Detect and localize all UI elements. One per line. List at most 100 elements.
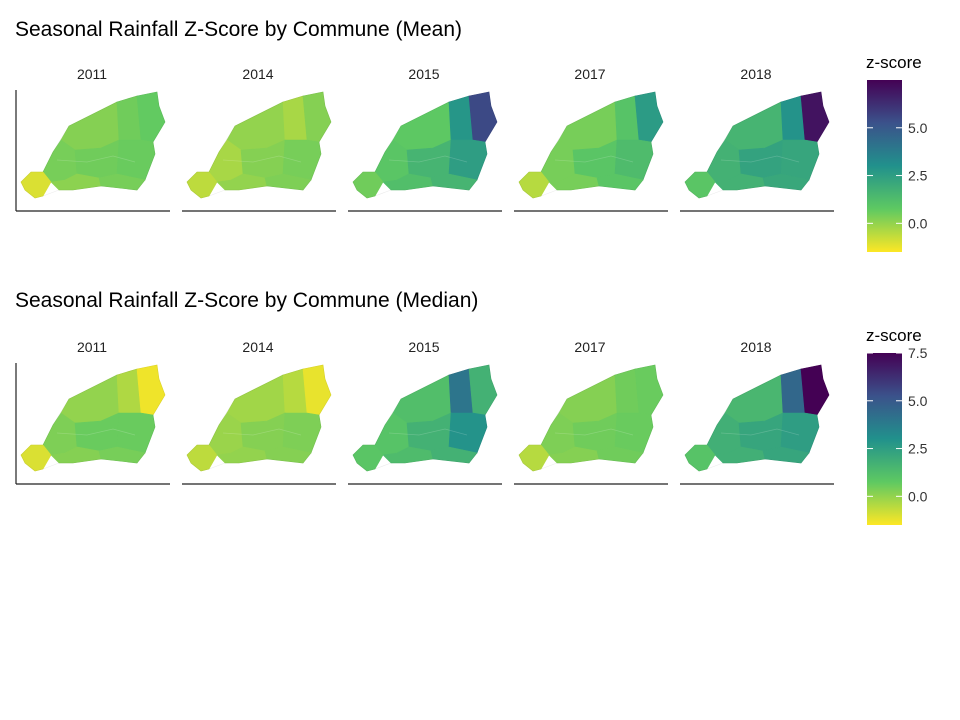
region-nw	[724, 101, 784, 151]
region-e	[614, 139, 654, 181]
country-outline	[518, 91, 664, 199]
facet-map-2014: 2014	[182, 339, 336, 485]
country-outline	[684, 91, 830, 199]
legend-tick-label: 5.0	[908, 393, 928, 409]
facet-year-label: 2011	[77, 66, 107, 82]
facet-year-label: 2014	[242, 66, 273, 82]
commune-boundary	[388, 155, 468, 163]
region-se	[430, 173, 478, 191]
country-outline	[186, 91, 332, 199]
map-panel-0: 2011 2014 2015 2017 2018 z-score 5.0 2.5 0.0	[15, 53, 928, 252]
country-outline	[20, 364, 166, 472]
facet-map-2018: 2018	[680, 339, 834, 485]
commune-boundary	[56, 155, 136, 163]
facet-year-label: 2015	[408, 339, 439, 355]
facet-year-label: 2018	[740, 339, 771, 355]
legend-title: z-score	[866, 326, 922, 345]
region-ne	[800, 364, 830, 416]
region-e	[116, 412, 156, 454]
legend-tick-label: 2.5	[908, 441, 928, 457]
region-e	[282, 139, 322, 181]
region-e	[116, 139, 156, 181]
facet-map-2011: 2011	[15, 339, 170, 485]
region-ne	[302, 364, 332, 416]
region-nw	[392, 374, 452, 424]
facet-map-2014: 2014	[182, 66, 336, 212]
region-e	[780, 412, 820, 454]
facet-year-label: 2017	[574, 66, 605, 82]
region-sw	[186, 444, 218, 472]
region-ne	[634, 364, 664, 416]
map-title-mean: Seasonal Rainfall Z-Score by Commune (Me…	[15, 18, 463, 41]
country-outline	[352, 91, 498, 199]
commune-boundary	[222, 428, 302, 436]
region-nw	[724, 374, 784, 424]
legend-colorbar	[867, 353, 902, 525]
facet-map-2015: 2015	[348, 339, 502, 485]
region-sw	[20, 171, 52, 199]
legend-tick-label: 7.5	[908, 345, 928, 361]
region-nw	[60, 374, 120, 424]
facet-year-label: 2011	[77, 339, 107, 355]
region-ne	[136, 91, 166, 143]
country-outline	[186, 364, 332, 472]
region-sw	[186, 171, 218, 199]
region-nw	[392, 101, 452, 151]
region-sw	[352, 171, 384, 199]
region-ne	[302, 91, 332, 143]
region-se	[762, 446, 810, 464]
region-sw	[518, 171, 550, 199]
color-legend: z-score 5.0 2.5 0.0	[866, 53, 928, 252]
region-ne	[468, 364, 498, 416]
region-sw	[352, 444, 384, 472]
region-e	[282, 412, 322, 454]
country-outline	[20, 91, 166, 199]
region-ne	[800, 91, 830, 143]
facet-year-label: 2014	[242, 339, 273, 355]
legend-colorbar	[867, 80, 902, 252]
facet-year-label: 2017	[574, 339, 605, 355]
facet-map-2015: 2015	[348, 66, 502, 212]
legend-tick-label: 5.0	[908, 120, 928, 136]
map-title-median: Seasonal Rainfall Z-Score by Commune (Me…	[15, 289, 479, 312]
region-nw	[558, 101, 618, 151]
facet-map-2018: 2018	[680, 66, 834, 212]
region-sw	[20, 444, 52, 472]
region-se	[264, 173, 312, 191]
facet-map-2011: 2011	[15, 66, 170, 212]
legend-tick-label: 0.0	[908, 488, 928, 504]
commune-boundary	[222, 155, 302, 163]
region-nw	[226, 101, 286, 151]
commune-boundary	[720, 428, 800, 436]
region-sw	[684, 171, 716, 199]
region-sw	[518, 444, 550, 472]
country-outline	[518, 364, 664, 472]
region-e	[448, 139, 488, 181]
commune-boundary	[720, 155, 800, 163]
facet-year-label: 2018	[740, 66, 771, 82]
commune-boundary	[554, 155, 634, 163]
region-se	[762, 173, 810, 191]
legend-tick-label: 0.0	[908, 215, 928, 231]
region-nw	[558, 374, 618, 424]
country-outline	[684, 364, 830, 472]
facet-map-2017: 2017	[514, 66, 668, 212]
region-e	[448, 412, 488, 454]
country-outline	[352, 364, 498, 472]
facet-year-label: 2015	[408, 66, 439, 82]
region-se	[430, 446, 478, 464]
region-se	[264, 446, 312, 464]
region-se	[98, 446, 146, 464]
facet-map-2017: 2017	[514, 339, 668, 485]
legend-title: z-score	[866, 53, 922, 72]
region-sw	[684, 444, 716, 472]
region-se	[596, 446, 644, 464]
region-ne	[468, 91, 498, 143]
region-ne	[136, 364, 166, 416]
commune-boundary	[554, 428, 634, 436]
region-se	[98, 173, 146, 191]
legend-tick-label: 2.5	[908, 168, 928, 184]
